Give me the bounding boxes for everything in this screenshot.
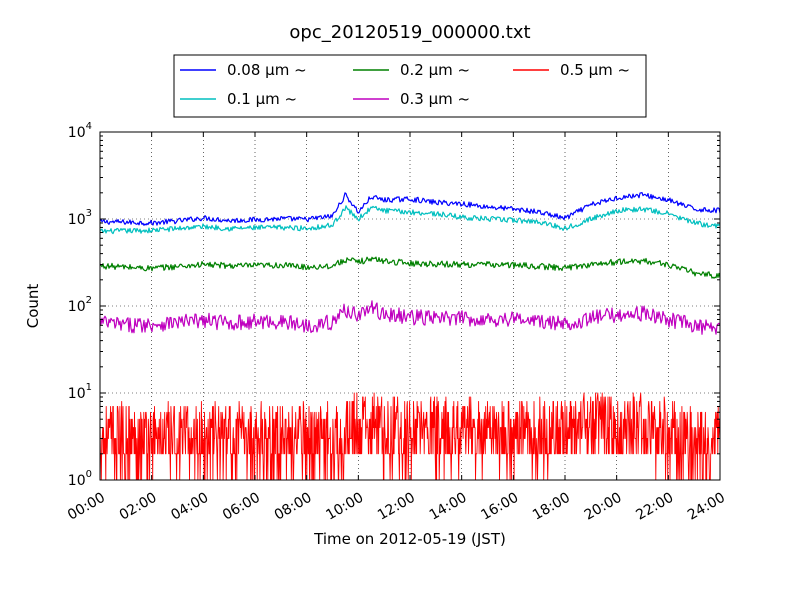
y-tick-base: 10	[68, 473, 86, 489]
series-line	[99, 392, 721, 481]
grid	[100, 132, 720, 480]
y-tick-exponent: 4	[86, 121, 92, 132]
legend-label: 0.1 μm ~	[227, 90, 297, 108]
y-tick-label: 101	[68, 382, 92, 402]
y-tick-exponent: 0	[86, 469, 92, 480]
y-tick-base: 10	[68, 386, 86, 402]
y-tick-exponent: 3	[86, 208, 92, 219]
y-axis-label: Count	[24, 284, 42, 329]
legend-frame	[173, 54, 647, 118]
series-line	[99, 256, 721, 279]
series-group	[99, 192, 721, 481]
legend-label: 0.5 μm ~	[560, 61, 630, 79]
y-tick-exponent: 2	[86, 295, 92, 306]
y-tick-base: 10	[68, 212, 86, 228]
series-line	[99, 192, 721, 226]
y-tick-exponent: 1	[86, 382, 92, 393]
x-axis-label: Time on 2012-05-19 (JST)	[313, 530, 506, 548]
series-line	[99, 205, 721, 235]
y-tick-label: 100	[68, 469, 92, 489]
y-tick-base: 10	[68, 125, 86, 141]
chart-title: opc_20120519_000000.txt	[289, 22, 530, 43]
legend-label: 0.3 μm ~	[400, 90, 470, 108]
legend: 0.08 μm ~ 0.1 μm ~ 0.2 μm ~ 0.3 μm ~ 0.5 μm …	[173, 54, 647, 118]
y-tick-label: 104	[68, 121, 92, 141]
y-tick-label: 102	[68, 295, 92, 315]
series-line	[99, 300, 721, 335]
legend-label: 0.08 μm ~	[227, 61, 307, 79]
legend-label: 0.2 μm ~	[400, 61, 470, 79]
y-tick-label: 103	[68, 208, 92, 228]
y-tick-base: 10	[68, 299, 86, 315]
